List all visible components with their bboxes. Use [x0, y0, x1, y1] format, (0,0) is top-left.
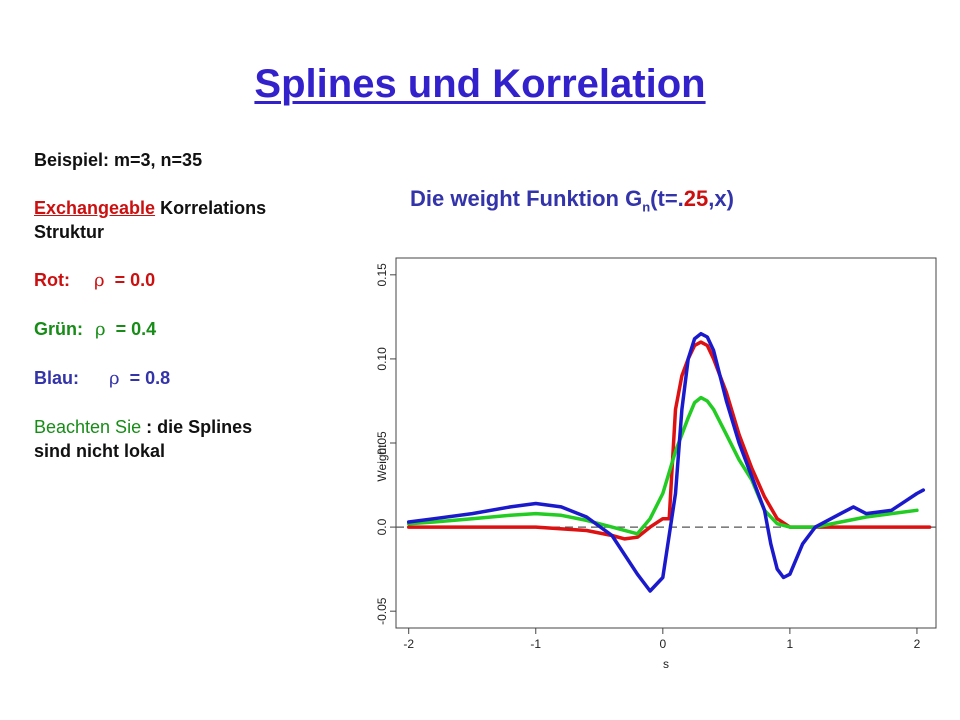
x-tick-label: 2: [914, 637, 921, 651]
y-tick-label: 0.0: [375, 518, 389, 535]
slide-title: Splines und Korrelation: [254, 62, 706, 106]
y-tick-label: 0.10: [375, 347, 389, 371]
y-axis-label: Weight: [375, 444, 389, 482]
x-tick-label: 1: [787, 637, 794, 651]
x-axis-label: s: [663, 657, 669, 671]
legend-text-block: Beispiel: m=3, n=35 Exchangeable Korrela…: [34, 148, 364, 463]
subtitle-part2-red: 25: [683, 186, 709, 211]
rho-symbol-blue: ρ: [109, 368, 120, 389]
structure-rest: Korrelations: [155, 198, 267, 218]
x-tick-label: -2: [403, 637, 414, 651]
blue-value: = 0.8: [129, 368, 171, 388]
red-line: Rot: ρ = 0.0: [34, 268, 364, 293]
structure-underlined: Exchangeable: [34, 198, 156, 218]
note-line: Beachten Sie : die Splines: [34, 415, 364, 439]
green-value: = 0.4: [115, 319, 157, 339]
red-label: Rot:: [34, 270, 70, 290]
weight-chart: -2 -1 0 1 2 -0.05 0.0 0.05 0.10 0.15 s Weight: [375, 257, 937, 671]
note-colored: Beachten Sie: [34, 417, 142, 437]
red-value: = 0.0: [114, 270, 156, 290]
structure-line: Exchangeable Korrelations: [34, 196, 364, 220]
subtitle-subscript: n: [642, 199, 651, 215]
structure-line2: Struktur: [34, 222, 105, 242]
axis-ticks: -2 -1 0 1 2 -0.05 0.0 0.05 0.10 0.15: [375, 263, 921, 651]
subtitle-part2-end: ,x): [708, 186, 734, 211]
rho-symbol-green: ρ: [95, 319, 106, 340]
rho-symbol-red: ρ: [93, 270, 105, 291]
note-rest: : die Splines: [141, 417, 253, 437]
series-group: [406, 331, 932, 593]
y-tick-label: 0.15: [375, 263, 389, 287]
plot-frame: [395, 257, 937, 629]
green-series-line: [406, 395, 919, 536]
note-line2: sind nicht lokal: [34, 441, 166, 461]
subtitle-part1: Die weight Funktion G: [410, 186, 643, 211]
subtitle-part2: (t=.: [650, 186, 684, 211]
x-tick-label: -1: [530, 637, 541, 651]
chart-subtitle: Die weight Funktion Gn(t=.25,x): [410, 186, 734, 214]
green-line: Grün: ρ = 0.4: [34, 317, 364, 342]
x-tick-label: 0: [659, 637, 666, 651]
example-line: Beispiel: m=3, n=35: [34, 150, 203, 170]
blue-line: Blau: ρ = 0.8: [34, 366, 364, 391]
blue-series-line: [406, 331, 926, 593]
green-label: Grün:: [34, 319, 83, 339]
y-tick-label: 0.05: [375, 431, 389, 455]
y-tick-label: -0.05: [375, 597, 389, 625]
blue-label: Blau:: [34, 368, 79, 388]
